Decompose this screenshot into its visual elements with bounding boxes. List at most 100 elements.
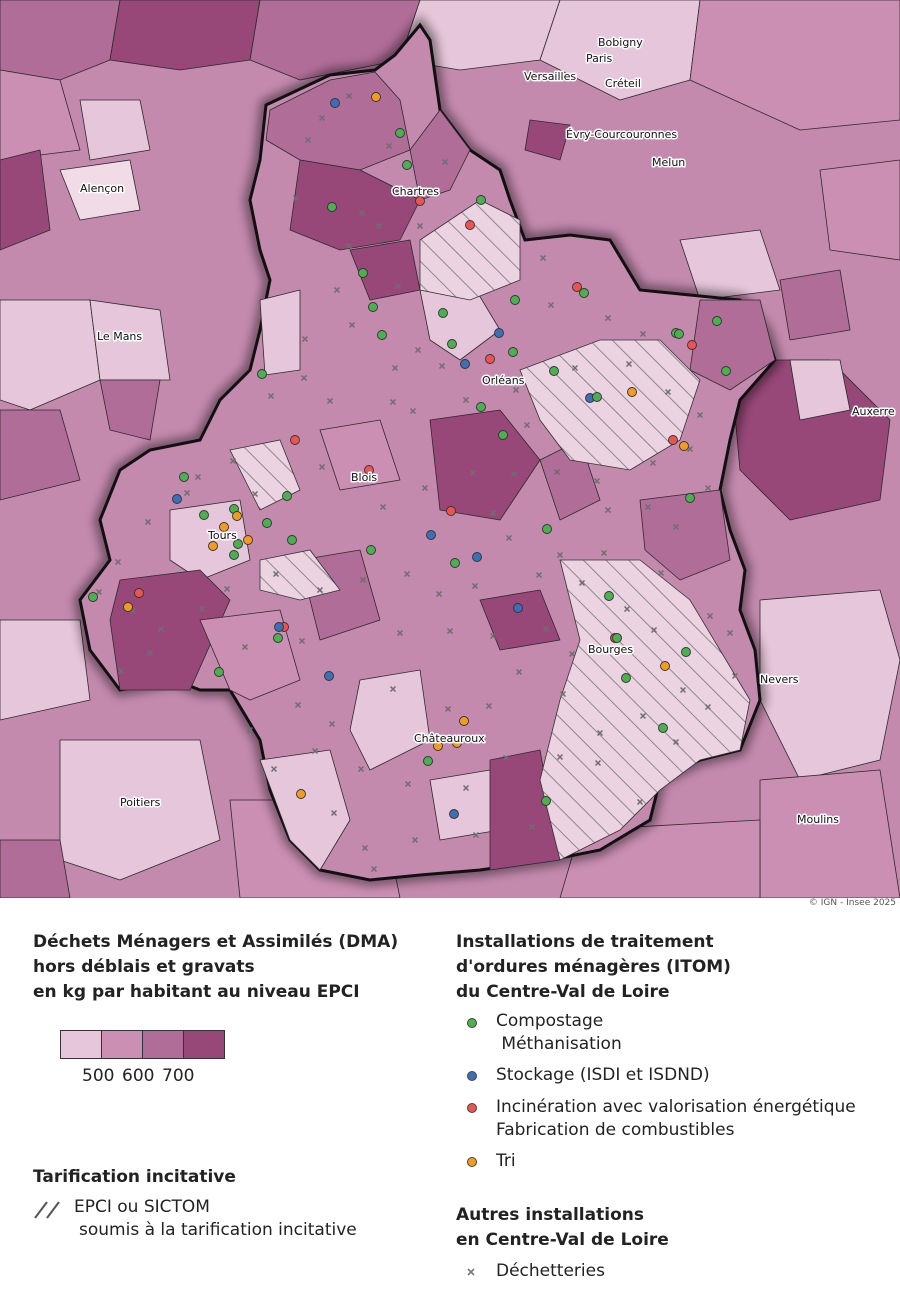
stockage-dot-icon <box>467 1071 477 1081</box>
dechetterie-marker <box>726 629 734 637</box>
legend-item-stockage: Stockage (ISDI et ISDND) <box>496 1064 710 1087</box>
dechetterie-cross-icon <box>467 1268 475 1276</box>
dechetterie-marker <box>357 765 365 773</box>
city-label: Le Mans <box>97 330 142 343</box>
dechetterie-marker <box>556 551 564 559</box>
compostage-marker <box>214 667 224 677</box>
legend-tarif-item-line: soumis à la tarification incitative <box>79 1220 357 1240</box>
city-label: Moulins <box>797 813 839 826</box>
stockage-marker <box>324 671 334 681</box>
hatch-symbol-icon <box>34 1201 60 1219</box>
compostage-marker <box>287 535 297 545</box>
dechetterie-marker <box>389 398 397 406</box>
compostage-marker <box>549 366 559 376</box>
incineration-dot-icon <box>467 1103 477 1113</box>
dechetterie-marker <box>639 330 647 338</box>
legend-itom-title: Installations de traitement d'ordures mé… <box>456 930 731 1005</box>
dechetteries-layer <box>95 92 739 873</box>
legend-item-line: Fabrication de combustibles <box>496 1120 735 1140</box>
dechetterie-marker <box>311 747 319 755</box>
dechetterie-marker <box>359 576 367 584</box>
dechetterie-marker <box>267 392 275 400</box>
legend-dma-title-line: en kg par habitant au niveau EPCI <box>33 982 360 1002</box>
incentive-pricing-areas <box>229 199 751 861</box>
compostage-marker <box>498 430 508 440</box>
dechetterie-marker <box>414 346 422 354</box>
dechetterie-marker <box>696 411 704 419</box>
legend-itom-title-line: d'ordures ménagères (ITOM) <box>456 957 731 977</box>
dechetterie-marker <box>578 579 586 587</box>
city-labels: Bobigny Paris Versailles Créteil Évry-Courco… <box>79 35 897 828</box>
compostage-marker <box>327 202 337 212</box>
dechetterie-marker <box>444 705 452 713</box>
dechetterie-marker <box>600 549 608 557</box>
dechetterie-marker <box>664 388 672 396</box>
compostage-marker <box>395 128 405 138</box>
compostage-marker <box>273 633 283 643</box>
compostage-marker <box>542 524 552 534</box>
incineration-marker <box>446 506 456 516</box>
scale-swatch-lt500 <box>61 1031 102 1058</box>
scale-tick-500: 500 <box>82 1066 115 1086</box>
incineration-marker <box>465 220 475 230</box>
dechetterie-marker <box>229 457 237 465</box>
dechetterie-marker <box>345 242 353 250</box>
dechetterie-marker <box>298 637 306 645</box>
compostage-marker <box>366 545 376 555</box>
dechetterie-marker <box>318 463 326 471</box>
tri-marker <box>232 511 242 521</box>
dechetterie-marker <box>604 314 612 322</box>
legend-item-line: Compostage <box>496 1011 604 1031</box>
dechetterie-marker <box>292 194 300 202</box>
dechetterie-marker <box>251 490 259 498</box>
dechetterie-marker <box>198 605 206 613</box>
tri-marker <box>679 441 689 451</box>
compostage-dot-icon <box>467 1018 477 1028</box>
tri-dot-icon <box>467 1157 477 1167</box>
compostage-marker <box>199 510 209 520</box>
dechetterie-marker <box>639 712 647 720</box>
dechetterie-marker <box>528 823 536 831</box>
dechetterie-marker <box>644 503 652 511</box>
dechetterie-marker <box>411 836 419 844</box>
region-epci-areas <box>109 71 776 871</box>
incineration-marker <box>572 282 582 292</box>
legend-dma-color-scale <box>60 1030 225 1059</box>
incineration-marker <box>415 196 425 206</box>
dechetterie-marker <box>593 477 601 485</box>
legend-tarif-title: Tarification incitative <box>33 1167 236 1187</box>
stockage-marker <box>472 552 482 562</box>
dechetterie-marker <box>246 726 254 734</box>
dechetterie-marker <box>623 605 631 613</box>
dechetterie-marker <box>157 625 165 633</box>
compostage-marker <box>423 756 433 766</box>
incineration-marker <box>290 435 300 445</box>
dechetterie-marker <box>404 780 412 788</box>
dechetterie-marker <box>416 222 424 230</box>
stockage-marker <box>513 603 523 613</box>
dechetterie-marker <box>542 625 550 633</box>
compostage-marker <box>282 491 292 501</box>
incineration-marker <box>364 465 374 475</box>
stockage-marker <box>494 328 504 338</box>
dechetterie-marker <box>556 753 564 761</box>
dechetterie-marker <box>316 586 324 594</box>
dechetterie-marker <box>704 703 712 711</box>
dechetterie-marker <box>571 364 579 372</box>
dechetterie-marker <box>394 282 402 290</box>
legend-item-tri: Tri <box>496 1150 516 1173</box>
stockage-marker <box>274 622 284 632</box>
dechetterie-marker <box>361 844 369 852</box>
itom-markers-layer <box>88 92 731 819</box>
stockage-marker <box>172 494 182 504</box>
tri-marker <box>208 541 218 551</box>
dechetterie-marker <box>328 720 336 728</box>
dechetterie-marker <box>421 484 429 492</box>
dechetterie-marker <box>403 570 411 578</box>
compostage-marker <box>233 539 243 549</box>
tri-marker <box>459 716 469 726</box>
dechetterie-marker <box>462 396 470 404</box>
tri-marker <box>123 602 133 612</box>
outer-epci-areas <box>0 0 900 898</box>
dechetterie-marker <box>318 114 326 122</box>
